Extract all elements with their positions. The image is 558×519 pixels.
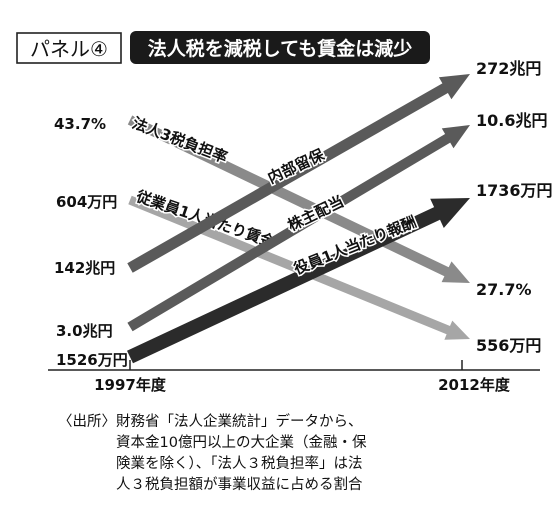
source-note: 〈出所〉財務省「法人企業統計」データから、 資本金10億円以上の大企業（金融・保… bbox=[58, 412, 548, 496]
series-arrow bbox=[127, 125, 471, 332]
series-arrow bbox=[127, 198, 470, 364]
series-end-value-label: 556万円 bbox=[476, 336, 541, 355]
series-start-value-label: 3.0兆円 bbox=[56, 322, 113, 340]
panel-label: パネル④ bbox=[30, 37, 108, 61]
series-start-value-label: 604万円 bbox=[56, 193, 117, 211]
series-layer: 従業員1人当たり賃金604万円556万円法人3税負担率43.7%27.7%株主配… bbox=[54, 59, 553, 369]
source-line: 険業を除く）、「法人３税負担率」は法 bbox=[58, 454, 548, 475]
series-end-value-label: 27.7% bbox=[476, 280, 532, 299]
source-text: 資本金10億円以上の大企業（金融・保 bbox=[116, 435, 367, 451]
series-name-label: 法人3税負担率 bbox=[130, 114, 230, 167]
source-text: 財務省「法人企業統計」データから、 bbox=[116, 414, 363, 430]
series-start-value-label: 43.7% bbox=[54, 115, 106, 133]
headline-box bbox=[130, 31, 430, 64]
x-tick-label: 2012年度 bbox=[438, 376, 511, 394]
series-end-value-label: 10.6兆円 bbox=[476, 111, 547, 130]
headline: 法人税を減税しても賃金は減少 bbox=[148, 37, 412, 60]
source-line: 資本金10億円以上の大企業（金融・保 bbox=[58, 433, 548, 454]
source-line: 〈出所〉財務省「法人企業統計」データから、 bbox=[58, 412, 548, 433]
series-arrow bbox=[127, 74, 471, 273]
source-line: 人３税負担額が事業収益に占める割合 bbox=[58, 475, 548, 496]
series-end-value-label: 1736万円 bbox=[476, 181, 553, 200]
series-start-value-label: 1526万円 bbox=[56, 351, 128, 369]
series-start-value-label: 142兆円 bbox=[54, 259, 115, 277]
series-arrow bbox=[128, 195, 471, 340]
source-lead: 〈出所〉 bbox=[58, 414, 116, 430]
x-tick-label: 1997年度 bbox=[94, 376, 167, 394]
panel-label-box bbox=[16, 32, 122, 64]
series-end-value-label: 272兆円 bbox=[476, 59, 541, 78]
source-text: 人３税負担額が事業収益に占める割合 bbox=[116, 477, 363, 493]
source-text: 険業を除く）、「法人３税負担率」は法 bbox=[116, 456, 363, 472]
